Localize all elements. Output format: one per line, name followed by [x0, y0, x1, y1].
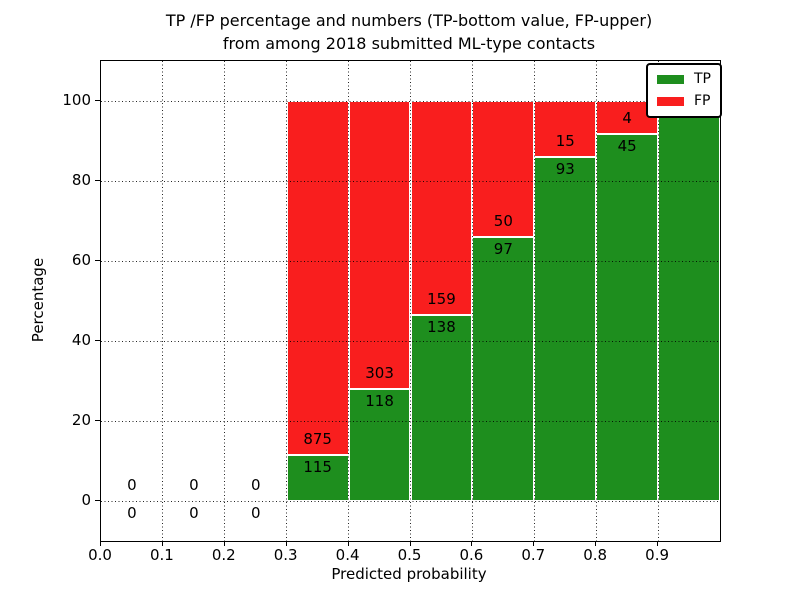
- grid-line-v: [348, 61, 350, 541]
- bar-segment-tp: [596, 133, 659, 501]
- grid-line-h: [101, 420, 720, 422]
- bar-label-fp: 875: [303, 429, 332, 448]
- bar-label-fp: 0: [250, 476, 261, 494]
- chart-title-line-1: TP /FP percentage and numbers (TP-bottom…: [165, 11, 653, 30]
- x-tick: [409, 541, 411, 546]
- x-tick: [100, 541, 101, 546]
- legend: TP FP: [646, 63, 722, 118]
- x-axis-label: Predicted probability: [331, 565, 487, 583]
- x-tick-label: 0.8: [583, 546, 608, 564]
- y-tick-label: 40: [71, 331, 91, 349]
- bar-label-fp: 4: [622, 108, 632, 127]
- bar-label-tp: 45: [617, 136, 637, 155]
- y-tick-label: 60: [71, 251, 91, 269]
- legend-swatch-tp: [657, 75, 684, 84]
- legend-label: FP: [694, 93, 711, 109]
- grid-line-v: [162, 61, 164, 541]
- bar-segment-tp: [410, 315, 473, 501]
- y-tick-label: 0: [81, 491, 91, 509]
- x-tick: [347, 541, 349, 546]
- y-tick-label: 100: [62, 91, 91, 109]
- bar-segment-fp: [348, 101, 411, 389]
- y-tick: [95, 420, 100, 421]
- bar-label-fp: 50: [493, 212, 513, 231]
- x-tick: [533, 541, 535, 546]
- x-tick: [471, 541, 473, 546]
- x-tick-label: 0.0: [88, 546, 112, 564]
- y-tick: [95, 500, 100, 501]
- grid-line-v: [224, 61, 226, 541]
- grid-line-v: [657, 61, 659, 541]
- y-tick: [95, 260, 100, 261]
- bar-segment-tp: [286, 454, 349, 501]
- bar-label-fp: 0: [189, 476, 199, 494]
- grid-line-h: [101, 100, 720, 102]
- y-tick: [95, 100, 100, 101]
- grid-line-v: [410, 61, 411, 541]
- x-tick: [223, 541, 225, 546]
- grid-line-h: [101, 260, 720, 262]
- y-tick-label: 20: [71, 411, 91, 429]
- bar-segment-tp: [472, 237, 535, 501]
- grid-line-h: [101, 340, 720, 342]
- x-tick-label: 0.2: [211, 546, 236, 564]
- y-tick: [95, 180, 100, 181]
- x-tick: [161, 541, 163, 546]
- x-tick: [657, 541, 659, 546]
- x-tick-label: 0.9: [645, 546, 670, 564]
- x-tick-label: 0.5: [397, 546, 422, 564]
- bar-label-tp: 118: [365, 391, 394, 410]
- grid-line-v: [595, 61, 597, 541]
- bar-label-tp: 115: [303, 457, 332, 476]
- bar-label-fp: 159: [427, 290, 456, 309]
- bar-label-fp: 303: [365, 363, 394, 382]
- grid-line-h: [101, 180, 720, 182]
- grid-line-h: [101, 500, 720, 502]
- bar-segment-tp: [658, 101, 720, 501]
- y-axis-label: Percentage: [29, 257, 47, 343]
- x-tick-label: 0.6: [459, 546, 484, 564]
- x-tick: [595, 541, 597, 546]
- bar-label-fp: 15: [555, 131, 575, 150]
- bar-label-tp: 0: [127, 504, 137, 522]
- x-tick-label: 0.3: [273, 546, 298, 564]
- bar-label-tp: 93: [555, 159, 575, 178]
- plot-area: 0000008751153031181591385097159344506: [100, 60, 721, 542]
- legend-item: TP: [657, 70, 711, 89]
- x-tick-label: 0.4: [335, 546, 360, 564]
- grid-line-v: [533, 61, 535, 541]
- bar-label-tp: 0: [189, 504, 199, 522]
- grid-line-v: [286, 61, 288, 541]
- bar-segment-fp: [286, 101, 349, 455]
- legend-label: TP: [694, 71, 711, 87]
- x-tick-label: 0.7: [521, 546, 546, 564]
- bar-label-tp: 0: [250, 504, 261, 522]
- chart-title-line-2: from among 2018 submitted ML-type contac…: [222, 34, 596, 53]
- legend-swatch-fp: [657, 97, 684, 106]
- bar-segment-tp: [534, 156, 597, 501]
- bar-label-tp: 138: [427, 318, 456, 337]
- y-tick-label: 80: [71, 171, 91, 189]
- legend-item: FP: [657, 92, 711, 111]
- bar-segment-fp: [410, 101, 473, 316]
- grid-line-v: [471, 61, 473, 541]
- bar-segment-tp: [348, 388, 411, 501]
- bar-label-fp: 0: [127, 476, 137, 494]
- bar-label-tp: 97: [493, 240, 513, 259]
- x-tick-label: 0.1: [149, 546, 174, 564]
- x-tick: [285, 541, 287, 546]
- y-tick: [95, 340, 100, 341]
